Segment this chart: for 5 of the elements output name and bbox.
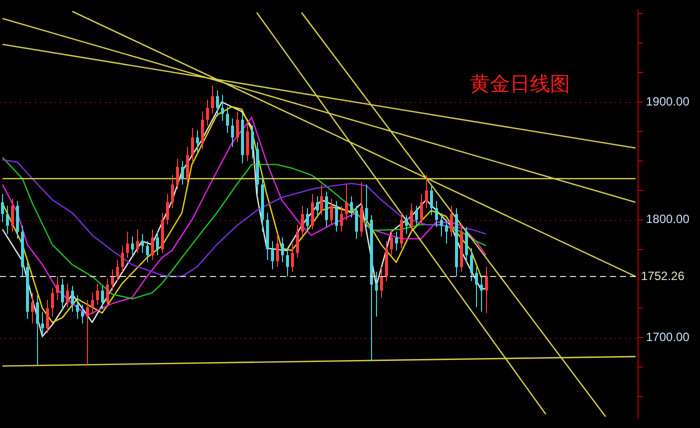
text: 黄金日线图 <box>470 74 570 96</box>
y-tick-label: 1900.00 <box>646 94 690 108</box>
y-tick-label: 1700.00 <box>646 330 690 344</box>
ref-line-label: 1752.26 <box>641 268 685 283</box>
y-tick-label: 1800.00 <box>646 212 690 226</box>
